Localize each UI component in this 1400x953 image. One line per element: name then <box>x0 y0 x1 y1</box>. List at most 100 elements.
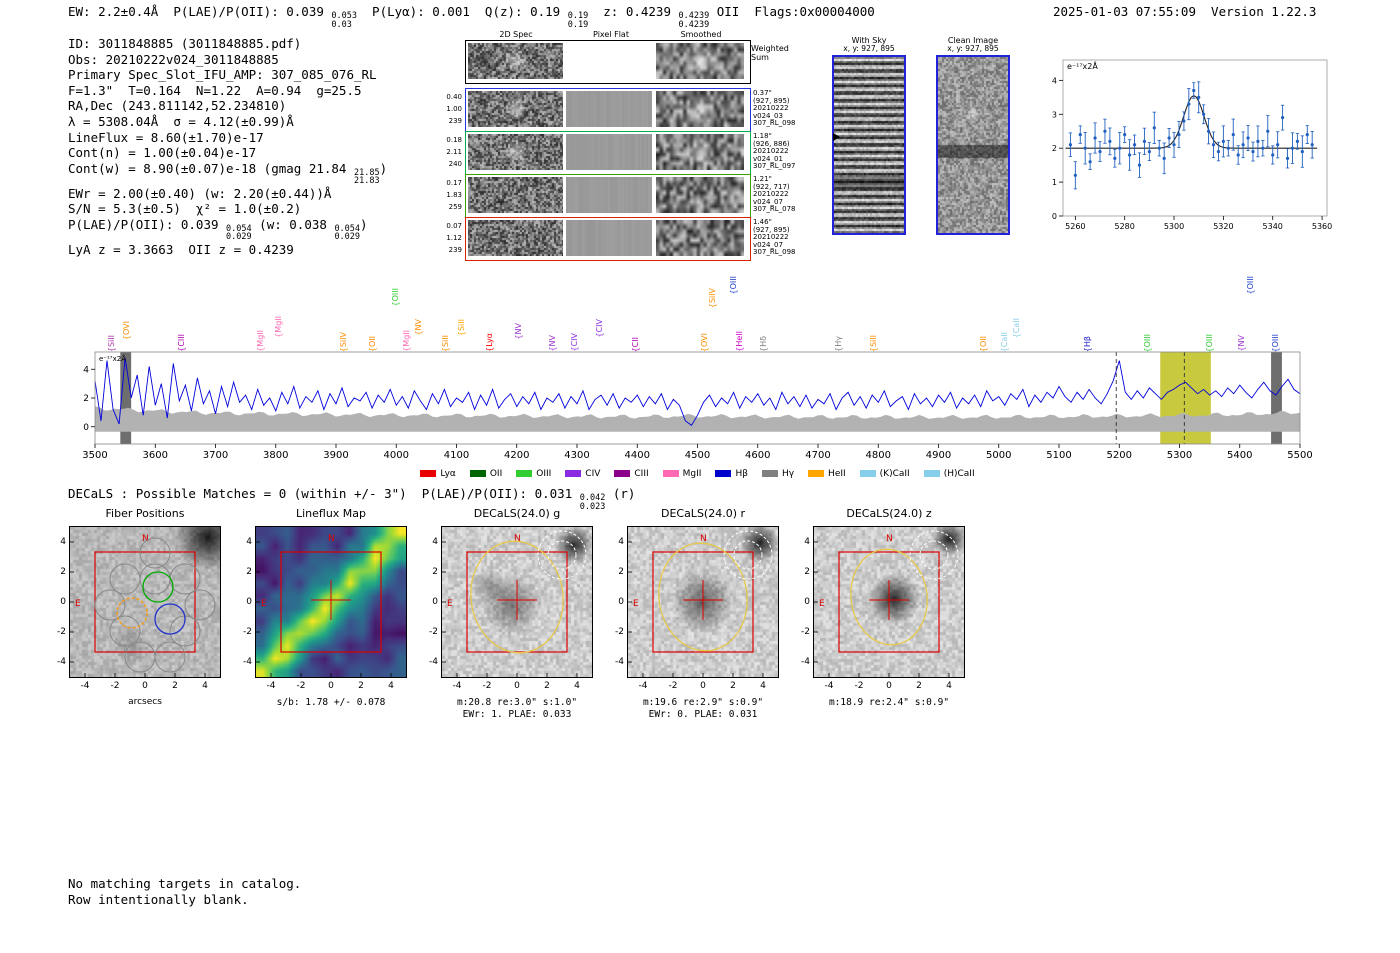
svg-text:2: 2 <box>83 394 89 404</box>
svg-text:5500: 5500 <box>1287 450 1312 461</box>
clean-image-coords: x, y: 927, 895 <box>947 44 999 53</box>
twod-smoothed-image <box>656 91 744 127</box>
stacked-value: 0.042 0.023 <box>579 493 606 512</box>
emission-line-label: {CIV <box>595 319 605 338</box>
info-line: S/N = 5.3(±0.5) χ² = 1.0(±0.2) <box>68 201 302 217</box>
cutout-xtick: -4 <box>824 681 834 691</box>
cutout-xtick: -2 <box>296 681 306 691</box>
cutout-ytick: -4 <box>801 657 810 667</box>
cutout-xtick: 2 <box>916 681 922 691</box>
cutout-xtick: 0 <box>142 681 148 691</box>
emission-line-label: {SiII <box>107 334 117 352</box>
svg-text:5260: 5260 <box>1065 222 1085 231</box>
cutout-xtick: 2 <box>172 681 178 691</box>
emission-line-label: {HeII <box>734 331 744 352</box>
svg-text:e⁻¹⁷x2Å: e⁻¹⁷x2Å <box>99 354 126 363</box>
emission-line-label: {OIII <box>391 287 401 306</box>
cutout-ytick: 4 <box>60 537 66 547</box>
svg-text:5320: 5320 <box>1213 222 1233 231</box>
info-line: LineFlux = 8.60(±1.70)e-17 <box>68 129 264 145</box>
clean-image-title: Clean Image <box>947 36 999 45</box>
legend-item: OIII <box>516 469 551 479</box>
svg-text:E: E <box>633 599 639 609</box>
legend-swatch <box>469 470 486 477</box>
twod-smoothed-image <box>656 220 744 256</box>
cutout-xtick: 0 <box>886 681 892 691</box>
svg-text:4900: 4900 <box>926 450 951 461</box>
cutout-xtick: 4 <box>388 681 394 691</box>
twod-spec-image <box>468 134 563 170</box>
svg-text:4800: 4800 <box>866 450 891 461</box>
emission-line-label: {OIII <box>1271 333 1281 352</box>
legend-item: (K)CaII <box>859 469 910 479</box>
twod-row-info: 1.18" (926, 886) 20210222 v024_01 307_RL_097 <box>753 132 796 171</box>
cutout-caption: m:19.6 re:2.9" s:0.9" <box>642 697 764 708</box>
twod-spec-image <box>468 91 563 127</box>
cutout-panel: Fiber Positions N E 4 2 0 -2 -4 -4 -2 0 2 4 arcsecs <box>42 505 248 733</box>
emission-line-label: {SiII <box>456 318 466 336</box>
svg-text:3800: 3800 <box>263 450 288 461</box>
emission-line-label: {CIV <box>569 333 579 352</box>
info-line: λ = 5308.04Å σ = 4.12(±0.99)Å <box>68 113 294 129</box>
emission-line-label: {NV <box>513 323 523 340</box>
cutout-caption: EWr: 1. PLAE: 0.033 <box>462 709 572 720</box>
emission-line-label: {OII <box>367 335 377 352</box>
cutout-caption: s/b: 1.78 +/- 0.078 <box>276 697 386 708</box>
cutout-ytick: 0 <box>432 597 438 607</box>
legend-item: Hβ <box>715 469 748 479</box>
cutout-xtick: 4 <box>946 681 952 691</box>
svg-text:N: N <box>514 534 521 544</box>
clean-image-image-frame <box>936 54 1010 235</box>
twod-spec-image <box>468 220 563 256</box>
info-line: Obs: 20210222v024_3011848885 <box>68 51 279 67</box>
emission-line-label: {NV <box>548 335 558 352</box>
emission-line-label: {CaII <box>1012 317 1022 338</box>
cutout-xtick: 2 <box>358 681 364 691</box>
legend-item: (H)CaII <box>923 468 975 479</box>
legend-item: HeII <box>808 469 846 479</box>
cutout-title: DECaLS(24.0) z <box>846 507 932 520</box>
twod-col-header: Pixel Flat <box>593 30 629 39</box>
svg-text:4200: 4200 <box>504 450 529 461</box>
cutout-xtick: -2 <box>482 681 492 691</box>
cutout-xtick: 0 <box>514 681 520 691</box>
svg-text:4700: 4700 <box>805 450 830 461</box>
info-line: RA,Dec (243.811142,52.234810) <box>68 98 287 114</box>
cutout-xtick: 0 <box>700 681 706 691</box>
twod-row <box>465 174 751 218</box>
svg-text:5300: 5300 <box>1164 222 1184 231</box>
cutout-panel: DECaLS(24.0) r N E 4 2 0 -2 -4 -4 -2 0 2 4 m:19.6 re:… <box>600 505 806 733</box>
info-line: Cont(w) = 8.90(±0.07)e-18 (gmag 21.84 21… <box>68 160 388 187</box>
emission-line-label: {OIII <box>1204 333 1214 352</box>
cutout-xtick: 4 <box>760 681 766 691</box>
cutout-ytick: -2 <box>615 627 624 637</box>
cutout-panel: DECaLS(24.0) z N E 4 2 0 -2 -4 -4 -2 0 2 4 m:18.9 re:… <box>786 505 992 733</box>
emission-line-label: {OII <box>978 335 988 352</box>
legend-label: (H)CaII <box>943 468 975 479</box>
legend-label: OII <box>489 468 503 479</box>
footer-line: Row intentionally blank. <box>68 891 249 907</box>
cutout-xtick: -4 <box>266 681 276 691</box>
svg-text:1: 1 <box>1052 178 1057 187</box>
legend-label: Lyα <box>440 468 456 479</box>
legend-item: CIV <box>565 469 600 479</box>
svg-text:E: E <box>819 599 825 609</box>
twod-row-info: 1.46" (927, 895) 20210222 v024_07 307_RL_098 <box>753 218 796 257</box>
emission-line-label: {SiIV <box>708 287 718 308</box>
cutout-ytick: -2 <box>801 627 810 637</box>
legend-label: CIII <box>634 468 649 479</box>
cutout-ytick: 2 <box>432 567 438 577</box>
emission-line-label: {OIII <box>1143 333 1153 352</box>
emission-line-label: {SiII <box>869 334 879 352</box>
cutout-xtick: 2 <box>730 681 736 691</box>
svg-text:4: 4 <box>83 365 89 375</box>
twod-row-weights: 0.07 1.12 239 <box>446 222 462 254</box>
emission-line-label: {CaII <box>999 331 1009 352</box>
twod-row-info: 1.21" (922, 717) 20210222 v024_07 307_RL_078 <box>753 175 796 214</box>
twod-flat-image <box>566 220 652 256</box>
with-sky-image <box>834 56 904 233</box>
svg-text:4400: 4400 <box>625 450 650 461</box>
